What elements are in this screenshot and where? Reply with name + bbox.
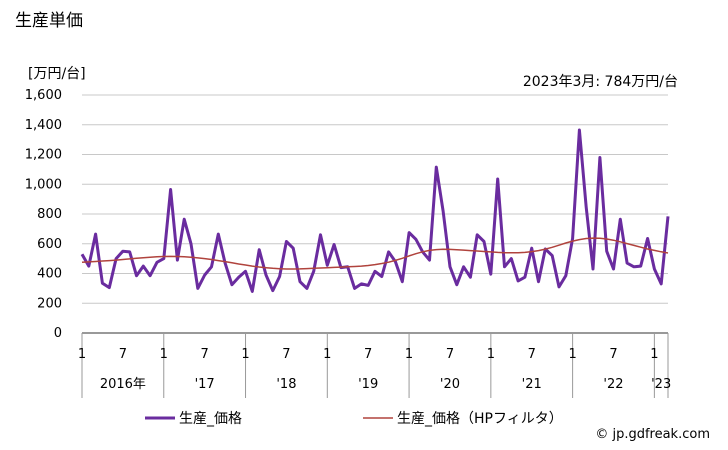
x-year-label: '17 xyxy=(195,377,215,392)
x-tick-label: 7 xyxy=(446,347,454,362)
x-tick-label: 1 xyxy=(78,347,86,362)
x-year-label: '22 xyxy=(603,377,623,392)
x-tick-label: 7 xyxy=(364,347,372,362)
series-lines xyxy=(80,128,670,293)
legend-label-hp-filter: 生産_価格（HPフィルタ） xyxy=(397,411,563,427)
y-tick-label: 1,000 xyxy=(25,177,62,192)
x-year-label: '21 xyxy=(522,377,542,392)
x-tick-label: 1 xyxy=(650,347,658,362)
y-tick-label: 1,400 xyxy=(25,118,62,133)
x-tick-label: 7 xyxy=(119,347,127,362)
legend: 生産_価格 生産_価格（HPフィルタ） xyxy=(145,411,563,427)
x-year-label: '19 xyxy=(358,377,378,392)
y-tick-label: 1,200 xyxy=(25,148,62,163)
x-tick-label: 7 xyxy=(282,347,290,362)
x-tick-label: 7 xyxy=(201,347,209,362)
y-tick-label: 200 xyxy=(37,296,62,311)
x-tick-label: 1 xyxy=(160,347,168,362)
x-tick-label: 1 xyxy=(487,347,495,362)
x-year-label: 2016年 xyxy=(100,377,146,392)
x-year-label: '18 xyxy=(276,377,296,392)
y-tick-label: 400 xyxy=(37,267,62,282)
latest-value-annotation: 2023年3月: 784万円/台 xyxy=(522,74,678,90)
y-tick-label: 600 xyxy=(37,237,62,252)
y-axis-unit-label: [万円/台] xyxy=(28,66,86,82)
x-tick-label: 7 xyxy=(609,347,617,362)
x-year-label: '20 xyxy=(440,377,460,392)
x-tick-label: 1 xyxy=(568,347,576,362)
x-axis: 1 7 1 7 1 7 1 7 1 7 1 7 1 7 1 2016年 '17 '18 '19 '20 '21 '22 '2… xyxy=(78,332,671,398)
y-tick-label: 800 xyxy=(37,207,62,222)
x-tick-label: 1 xyxy=(241,347,249,362)
x-tick-label: 7 xyxy=(528,347,536,362)
x-tick-label: 1 xyxy=(405,347,413,362)
series-line-hp-filter xyxy=(81,237,669,270)
source-credit: © jp.gdfreak.com xyxy=(595,427,710,442)
series-line-production xyxy=(80,128,670,293)
page-title: 生産単価 xyxy=(15,11,83,31)
y-tick-label: 1,600 xyxy=(25,88,62,103)
x-tick-label: 1 xyxy=(323,347,331,362)
legend-label-production: 生産_価格 xyxy=(179,411,242,427)
y-axis-ticks: 0 200 400 600 800 1,000 1,200 1,400 1,600 xyxy=(25,88,62,341)
y-tick-label: 0 xyxy=(54,326,62,341)
x-year-label: '23 xyxy=(651,377,671,392)
